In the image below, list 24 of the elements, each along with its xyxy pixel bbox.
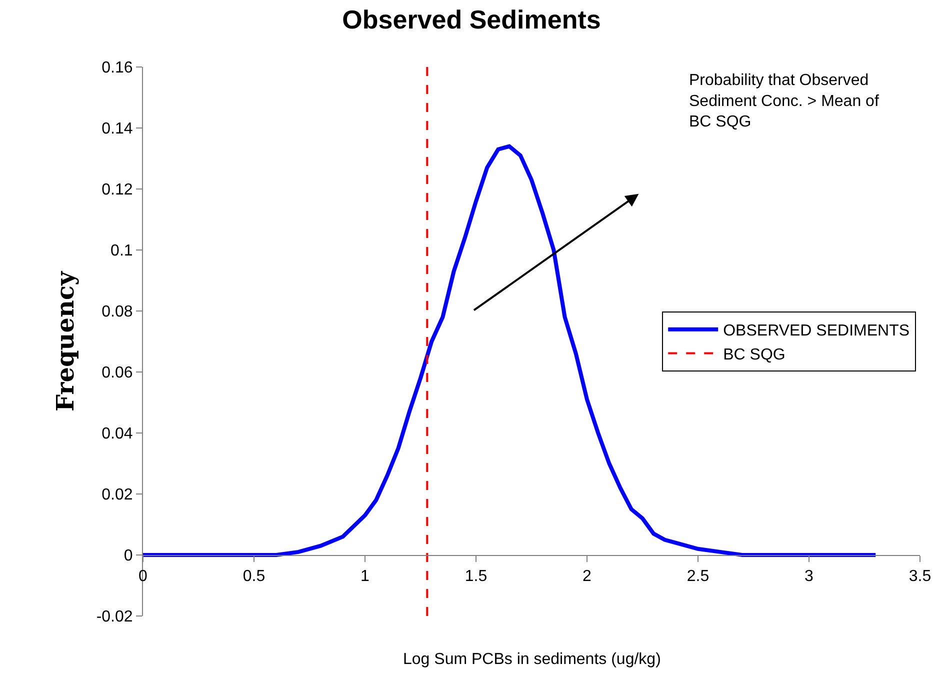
y-tick-label: -0.02 <box>96 608 133 626</box>
y-tick-label: 0.16 <box>102 60 133 77</box>
y-tick-label: 0.08 <box>102 304 133 321</box>
x-tick-label: 3 <box>804 568 814 586</box>
chart-title: Observed Sediments <box>342 4 601 34</box>
y-tick-label: 0 <box>124 548 133 565</box>
y-tick-label: 0.12 <box>102 182 133 199</box>
y-tick-label: 0.02 <box>102 486 133 504</box>
legend-label: OBSERVED SEDIMENTS <box>723 322 910 340</box>
x-tick-label: 3.5 <box>908 568 932 586</box>
x-tick-label: 1 <box>360 568 370 586</box>
y-tick-label: 0.04 <box>102 426 133 443</box>
annotation: Probability that Observed Sediment Conc. > Mean of BC SQG <box>689 72 880 131</box>
y-tick-label: 0.06 <box>102 364 133 382</box>
x-tick-label: 1.5 <box>464 568 488 586</box>
x-tick-label: 0.5 <box>242 568 266 586</box>
y-axis-title: Frequency <box>50 270 80 412</box>
x-axis-title: Log Sum PCBs in sediments (ug/kg) <box>403 651 661 668</box>
y-tick-label: 0.1 <box>110 242 133 260</box>
x-tick-label: 0 <box>138 568 148 586</box>
legend-label: BC SQG <box>723 346 786 364</box>
y-tick-label: 0.14 <box>102 120 133 138</box>
x-tick-label: 2.5 <box>686 568 710 586</box>
x-tick-label: 2 <box>582 568 592 586</box>
